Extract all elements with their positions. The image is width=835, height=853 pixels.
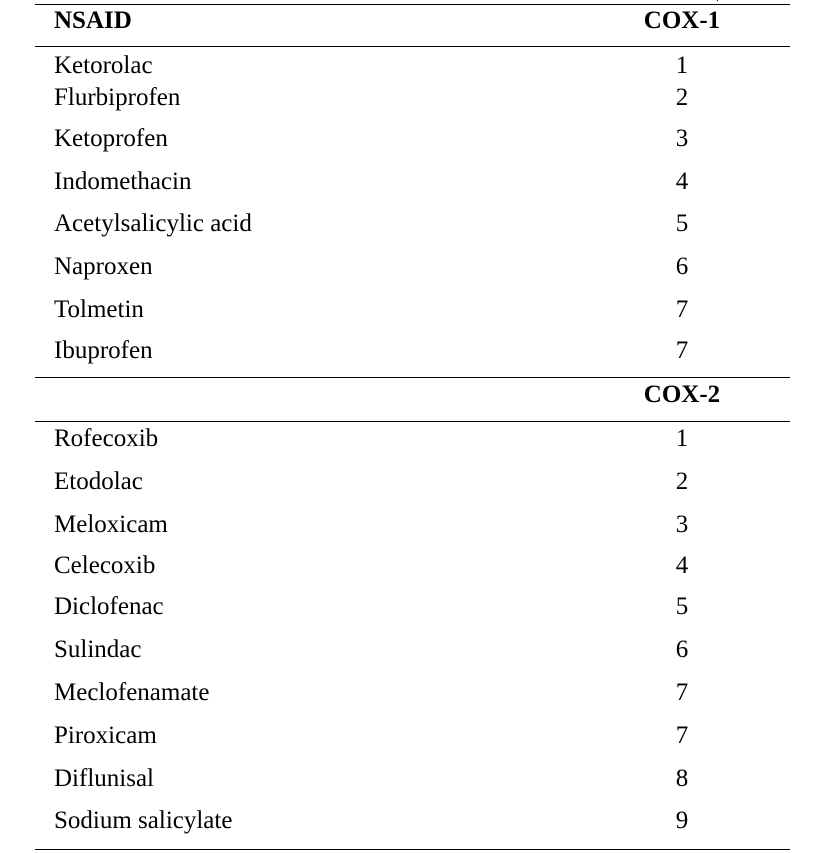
cropped-text-fragment [716, 0, 727, 1]
cox2-rank: 6 [675, 636, 689, 663]
cox1-drug-name: Tolmetin [54, 296, 144, 323]
cox1-rank: 3 [675, 125, 689, 152]
cox2-rank: 8 [675, 765, 689, 792]
cox1-rank: 5 [675, 210, 689, 237]
cox2-rank: 7 [675, 679, 689, 706]
cox2-drug-name: Celecoxib [54, 552, 156, 579]
cox2-drug-name: Sulindac [54, 636, 142, 663]
cox1-drug-name: Ketoprofen [54, 125, 168, 152]
cox2-drug-name: Diclofenac [54, 593, 164, 620]
cox1-rank: 2 [675, 84, 689, 111]
section-rule [35, 377, 790, 378]
table-top-rule [35, 4, 790, 5]
cox2-drug-name: Sodium salicylate [54, 807, 233, 834]
cox1-rank: 1 [675, 52, 689, 79]
cox2-rank: 7 [675, 722, 689, 749]
cox2-drug-name: Meclofenamate [54, 679, 210, 706]
cox1-rank: 6 [675, 253, 689, 280]
cox2-rank: 3 [675, 511, 689, 538]
cox1-drug-name: Ketorolac [54, 52, 153, 79]
cox2-drug-name: Piroxicam [54, 722, 157, 749]
cox1-drug-name: Flurbiprofen [54, 84, 181, 111]
cox1-drug-name: Ibuprofen [54, 337, 153, 364]
table-bottom-rule [35, 849, 790, 850]
cox2-rank: 4 [675, 552, 689, 579]
cox2-drug-name: Rofecoxib [54, 425, 159, 452]
cox2-rank: 5 [675, 593, 689, 620]
cox1-rank: 4 [675, 168, 689, 195]
cox2-drug-name: Meloxicam [54, 511, 168, 538]
section-header-rule [35, 421, 790, 422]
cox2-rank: 2 [675, 468, 689, 495]
cox2-drug-name: Etodolac [54, 468, 143, 495]
header-cox2: COX-2 [643, 381, 721, 408]
cox2-drug-name: Diflunisal [54, 765, 154, 792]
cox2-rank: 1 [675, 425, 689, 452]
cox1-drug-name: Indomethacin [54, 168, 192, 195]
cox2-rank: 9 [675, 807, 689, 834]
cox1-drug-name: Acetylsalicylic acid [54, 210, 252, 237]
header-rule [35, 46, 790, 47]
cox1-drug-name: Naproxen [54, 253, 153, 280]
cox1-rank: 7 [675, 337, 689, 364]
header-cox1: COX-1 [643, 7, 721, 34]
cox1-rank: 7 [675, 296, 689, 323]
header-nsaid: NSAID [54, 7, 132, 34]
